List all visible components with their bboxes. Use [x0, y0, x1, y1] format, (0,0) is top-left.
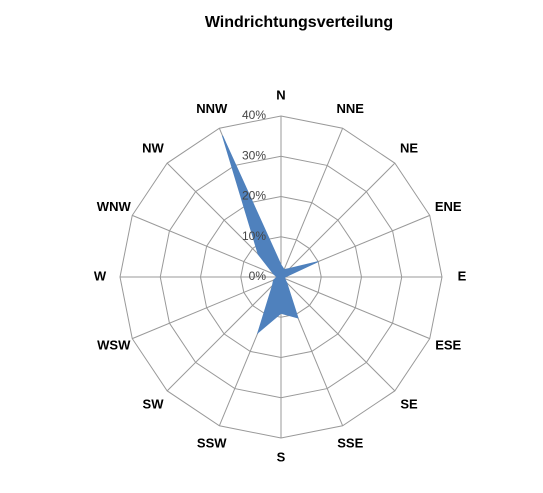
category-label: WSW	[97, 338, 131, 353]
category-label: ENE	[435, 199, 462, 214]
spoke	[132, 214, 282, 278]
category-label: SSW	[197, 436, 227, 451]
spoke	[166, 276, 282, 392]
r-tick-label: 10%	[242, 229, 266, 243]
category-label: ESE	[435, 338, 461, 353]
category-label: NW	[142, 140, 164, 155]
category-label: SSE	[337, 436, 363, 451]
category-label: NNW	[196, 101, 228, 116]
data-area	[221, 135, 319, 335]
category-label: E	[458, 268, 467, 283]
spoke	[280, 276, 396, 392]
r-tick-label: 0%	[249, 269, 267, 283]
r-tick-label: 40%	[242, 108, 266, 122]
category-label: SE	[400, 396, 418, 411]
r-tick-label: 20%	[242, 189, 266, 203]
category-label: N	[276, 87, 285, 102]
category-label: S	[277, 449, 286, 464]
category-label: NE	[400, 140, 418, 155]
category-label: W	[94, 268, 107, 283]
spoke	[280, 276, 430, 340]
spoke	[280, 128, 344, 278]
spoke	[280, 162, 396, 278]
r-tick-label: 30%	[242, 148, 266, 162]
category-label: NNE	[337, 101, 365, 116]
chart-title: Windrichtungsverteilung	[205, 14, 393, 31]
category-label: SW	[143, 396, 165, 411]
category-label: WNW	[97, 199, 132, 214]
spoke	[132, 276, 282, 340]
